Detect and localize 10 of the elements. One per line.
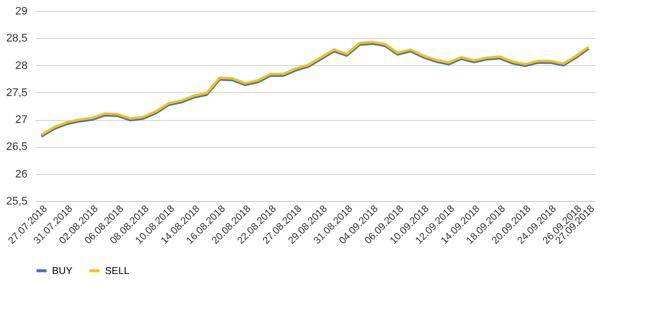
y-tick-label: 25,5	[6, 196, 28, 208]
y-tick-label: 29	[15, 6, 28, 18]
y-tick-label: 28	[15, 60, 28, 72]
legend-label: SELL	[105, 266, 130, 277]
y-tick-label: 28,5	[6, 32, 28, 45]
y-tick-label: 26,5	[6, 141, 28, 154]
y-tick-label: 26	[15, 168, 28, 180]
legend-label: BUY	[52, 266, 73, 277]
y-tick-label: 27,5	[6, 86, 28, 99]
y-tick-label: 27	[15, 114, 28, 126]
